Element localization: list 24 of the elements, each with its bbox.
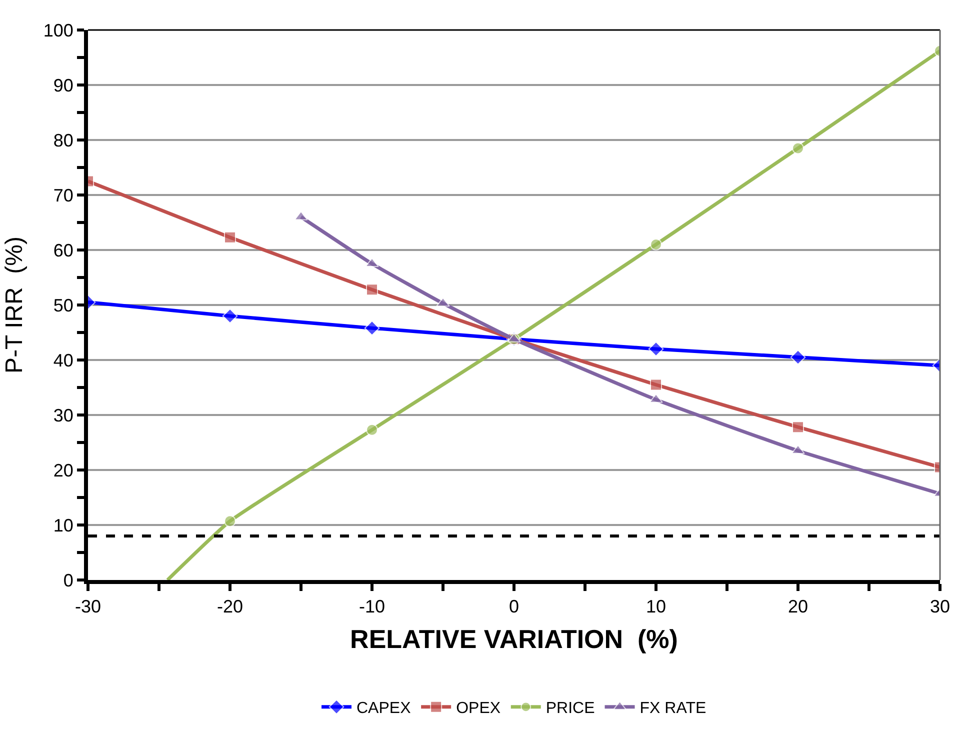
y-tick-label: 50 bbox=[53, 295, 74, 316]
x-tick-label: -10 bbox=[358, 596, 386, 617]
x-tick-label: 0 bbox=[508, 596, 520, 617]
y-tick-label: 60 bbox=[53, 240, 74, 260]
y-tick-label: 20 bbox=[53, 460, 74, 480]
y-tick-label: 40 bbox=[53, 350, 74, 370]
x-tick-label: 20 bbox=[788, 596, 808, 617]
y-axis-title: P-T IRR (%) bbox=[0, 236, 28, 374]
x-tick-label: -30 bbox=[74, 596, 102, 617]
y-tick-label: 80 bbox=[53, 130, 74, 150]
legend-label: OPEX bbox=[456, 700, 501, 718]
x-tick-label: 30 bbox=[930, 596, 950, 617]
legend-label: FX RATE bbox=[640, 700, 706, 718]
y-tick-label: 10 bbox=[53, 515, 74, 536]
y-tick-label: 70 bbox=[53, 185, 74, 206]
legend-label: CAPEX bbox=[356, 700, 412, 718]
x-axis-title: RELATIVE VARIATION (%) bbox=[350, 624, 678, 654]
y-tick-label: 90 bbox=[53, 75, 74, 96]
y-tick-label: 30 bbox=[53, 405, 74, 426]
x-tick-label: 10 bbox=[646, 596, 666, 617]
y-tick-label: 0 bbox=[63, 570, 74, 590]
y-tick-label: 100 bbox=[43, 20, 74, 40]
x-tick-label: -20 bbox=[216, 596, 244, 617]
legend-label: PRICE bbox=[546, 700, 595, 718]
